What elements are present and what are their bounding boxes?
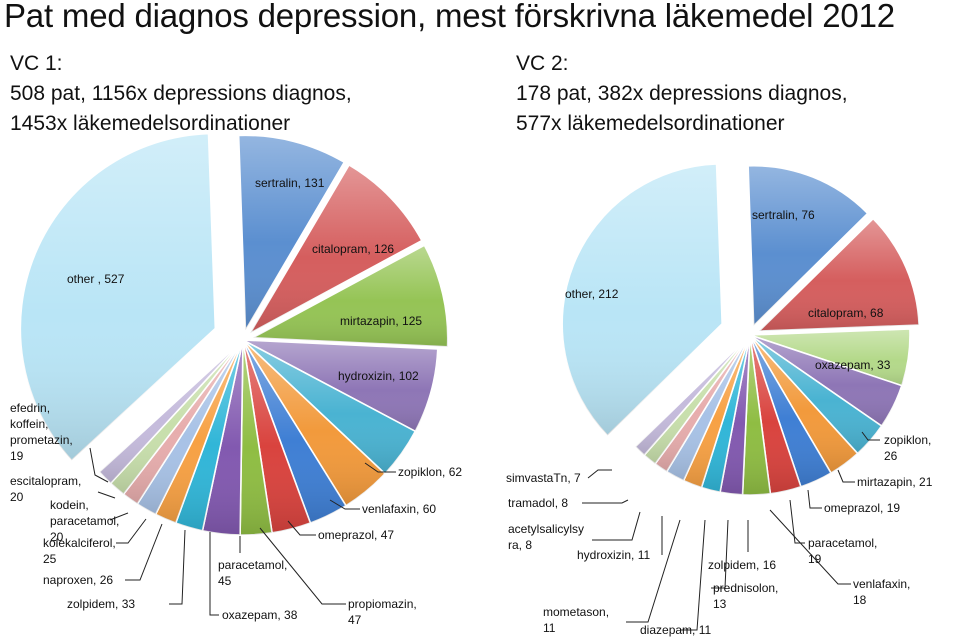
pie1-data-label: naproxen, 26	[43, 573, 113, 587]
pie2-leader-line	[592, 511, 641, 541]
pie1-leader-line	[116, 518, 147, 544]
pie2-data-label: mometason, 11	[543, 605, 609, 635]
pie1-subtitle-line-2: 1453x läkemedelsordinationer	[10, 112, 291, 135]
pie2-slice-citalopram	[757, 217, 920, 332]
pie2-leader-line	[807, 489, 822, 509]
pie1-leader-line	[259, 527, 346, 605]
pie2-data-label: venlafaxin, 18	[853, 577, 910, 607]
pie1-data-label: hydroxizin, 102	[338, 369, 419, 383]
pie1-slice-other	[19, 132, 217, 462]
pie1-data-label: efedrin, koffein, prometazin, 19	[10, 401, 73, 463]
pie2-data-label: mirtazapin, 21	[857, 475, 933, 489]
pie2-data-label: diazepam, 11	[640, 623, 711, 637]
pie2-slice-oxazepam	[749, 328, 911, 387]
pie1-slice-citalopram	[248, 163, 423, 336]
pie1-leader-line	[89, 447, 109, 483]
chart-title: Pat med diagnos depression, mest förskri…	[4, 0, 895, 34]
pie2-data-label: other, 212	[565, 287, 619, 301]
pie2-data-label: simvastaTn, 7	[506, 471, 581, 485]
pie2-data-label: prednisolon, 13	[713, 581, 778, 611]
pie1-data-label: sertralin, 131	[255, 176, 325, 190]
pie2-data-label: acetylsalicylsy ra, 8	[508, 522, 584, 552]
pie2-data-label: citalopram, 68	[808, 306, 884, 320]
pie2-data-label: hydroxizin, 11	[577, 548, 650, 562]
pie1-data-label: escitalopram, 20	[10, 474, 81, 504]
pie2-leader-line	[769, 509, 851, 585]
pie1-data-label: kolekalciferol, 25	[43, 536, 116, 566]
pie2-slice-simvastatin	[634, 334, 751, 457]
pie1-data-label: mirtazapin, 125	[340, 314, 422, 328]
pie1-data-label: zopiklon, 62	[398, 465, 462, 479]
pie2-leader-line	[587, 469, 612, 479]
pie2-subtitle-line-1: 178 pat, 382x depressions diagnos,	[516, 82, 848, 105]
pie1-slice-sertralin	[237, 134, 346, 334]
pie1-leader-line	[329, 499, 360, 510]
pie2-leader-line	[711, 519, 729, 589]
pie1-data-label: omeprazol, 47	[318, 528, 394, 542]
pie2-data-label: sertralin, 76	[752, 208, 815, 222]
pie2-data-label: omeprazol, 19	[824, 501, 900, 515]
pie2-data-label: paracetamol, 19	[808, 536, 877, 566]
pie1-data-label: kodein, paracetamol, 20	[50, 498, 119, 544]
pie1-slice-efedrin-koffein-prometazin	[98, 339, 244, 485]
pie2-data-label: tramadol, 8	[508, 496, 568, 510]
pie1-data-label: zolpidem, 33	[67, 597, 135, 611]
pie1-data-label: venlafaxin, 60	[362, 502, 436, 516]
pie1-data-label: other , 527	[67, 272, 125, 286]
pie1-subtitle-line-1: 508 pat, 1156x depressions diagnos,	[10, 82, 352, 105]
pie1-leader-line	[209, 532, 219, 616]
pie1-slice-hydroxizin	[242, 339, 439, 433]
pie1-title: VC 1:	[10, 52, 63, 75]
pie1-data-label: paracetamol, 45	[218, 558, 287, 588]
pie1-data-label: propiomazin, 47	[348, 597, 417, 627]
pie1-leader-line	[109, 512, 129, 521]
pie2-slice-other	[561, 163, 723, 437]
pie1-leader-line	[169, 529, 186, 605]
pie2-leader-line	[582, 499, 629, 504]
pie1-data-label: citalopram, 126	[312, 242, 394, 256]
pie2-data-label: zolpidem, 16	[708, 558, 776, 572]
pie1-leader-line	[287, 520, 316, 536]
pie2-slice-sertralin	[747, 164, 869, 328]
pie1-leader-line	[125, 523, 163, 581]
pie2-data-label: zopiklon, 26	[884, 433, 931, 463]
pie2-subtitle-line-2: 577x läkemedelsordinationer	[516, 112, 785, 135]
pie1-leader-line	[364, 462, 396, 473]
pie1-leader-line	[97, 491, 116, 499]
pie2-title: VC 2:	[516, 52, 569, 75]
pie2-leader-line	[626, 519, 681, 623]
pie2-leader-line	[861, 431, 880, 441]
pie2-leader-line	[837, 469, 855, 483]
pie2-data-label: oxazepam, 33	[815, 358, 891, 372]
pie2-leader-line	[789, 499, 805, 544]
pie2-leader-line	[680, 519, 706, 631]
pie1-slice-mirtazapin	[249, 244, 449, 348]
pie1-data-label: oxazepam, 38	[222, 608, 298, 622]
